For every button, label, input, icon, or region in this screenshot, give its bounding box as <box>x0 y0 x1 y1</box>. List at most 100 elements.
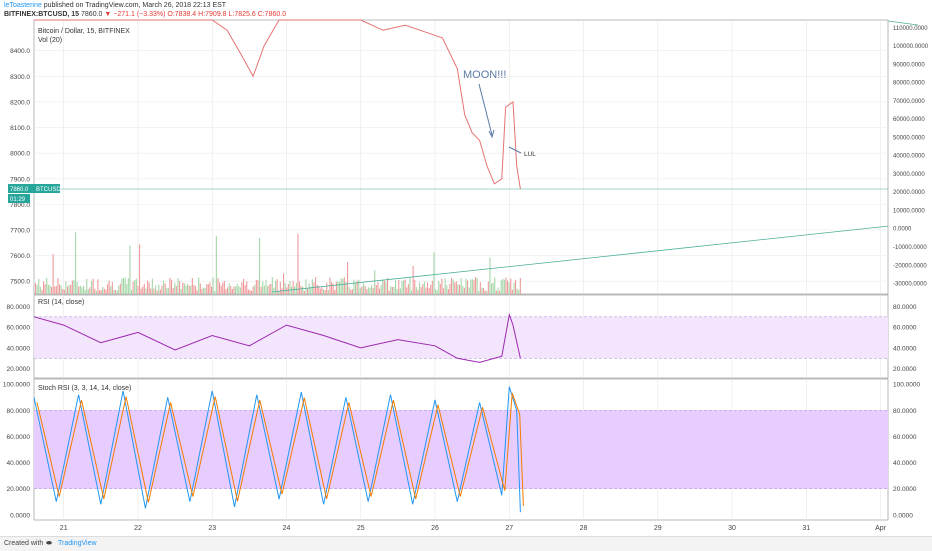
volume-bar <box>299 281 301 294</box>
x-tick-label: Apr <box>875 525 887 532</box>
volume-bar <box>265 279 267 294</box>
y-tick-volume: 0.0000 <box>893 227 912 233</box>
volume-bar <box>169 277 171 294</box>
footer: Created with ⬬ TradingView <box>0 536 932 551</box>
volume-bar <box>191 278 193 294</box>
y-tick-stoch-right: 80.0000 <box>893 408 917 415</box>
volume-bar <box>246 281 248 294</box>
volume-bar <box>462 285 464 294</box>
volume-bar <box>327 289 329 294</box>
volume-bar <box>190 285 192 294</box>
volume-bar <box>39 287 41 294</box>
volume-bar <box>107 284 109 294</box>
volume-bar <box>319 288 321 294</box>
volume-bar <box>420 287 422 294</box>
volume-bar <box>313 282 315 294</box>
volume-bar <box>452 279 454 294</box>
y-tick-stoch: 60.0000 <box>7 434 31 441</box>
volume-bar <box>422 284 424 294</box>
volume-bar <box>331 282 333 294</box>
volume-bar <box>119 283 121 294</box>
volume-bar <box>415 286 417 294</box>
volume-bar <box>46 277 48 294</box>
volume-bar <box>382 279 384 294</box>
volume-bar <box>171 279 173 294</box>
volume-bar <box>476 278 478 294</box>
y-tick-rsi: 60.0000 <box>7 325 31 332</box>
volume-bar <box>379 288 381 294</box>
volume-bar <box>278 290 280 294</box>
volume-bar <box>103 288 105 294</box>
volume-bar <box>303 290 305 294</box>
volume-bar <box>129 245 131 294</box>
volume-bar <box>100 290 102 294</box>
y-tick-price: 8000.0 <box>10 151 30 158</box>
y-tick-price: 8200.0 <box>10 99 30 106</box>
volume-bar <box>307 288 309 294</box>
volume-bar <box>358 279 360 294</box>
volume-bar <box>484 290 486 294</box>
tradingview-brand[interactable]: TradingView <box>58 540 97 547</box>
volume-bar <box>465 278 467 294</box>
volume-bar <box>158 284 160 294</box>
y-tick-volume: -30000.0000 <box>893 282 927 288</box>
volume-bar <box>222 282 224 294</box>
rsi-indicator-label: RSI (14, close) <box>38 299 84 306</box>
volume-bar <box>513 282 515 294</box>
volume-bar <box>428 288 430 294</box>
volume-bar <box>243 278 245 294</box>
volume-bar <box>481 287 483 294</box>
volume-bar <box>305 279 307 294</box>
x-tick-label: 29 <box>654 525 662 532</box>
volume-bar <box>70 284 72 294</box>
volume-bar <box>228 283 230 294</box>
volume-bar <box>515 279 517 294</box>
volume-bar <box>54 286 56 294</box>
volume-bar <box>425 287 427 294</box>
volume-bar <box>443 288 445 294</box>
volume-bar <box>414 279 416 294</box>
volume-bar <box>289 281 291 294</box>
volume-bar <box>196 290 198 294</box>
volume-bar <box>73 280 75 294</box>
volume-bar <box>492 282 494 294</box>
volume-bar <box>292 281 294 294</box>
volume-bar <box>155 285 157 294</box>
volume-bar <box>97 279 99 294</box>
volume-bar <box>433 252 435 294</box>
volume-bar <box>284 283 286 294</box>
volume-bar <box>483 287 485 294</box>
x-tick-label: 25 <box>357 525 365 532</box>
volume-bar <box>441 278 443 294</box>
volume-bar <box>423 281 425 294</box>
countdown-tag-bg <box>8 194 30 204</box>
volume-bar <box>371 285 373 294</box>
volume-bar <box>435 289 437 294</box>
annotation-arrow-moon <box>478 83 493 136</box>
y-tick-volume: 60000.0000 <box>893 117 925 123</box>
y-tick-stoch: 40.0000 <box>7 460 31 467</box>
volume-bar <box>494 277 496 294</box>
volume-bar <box>507 280 509 294</box>
volume-bar <box>111 282 113 294</box>
volume-bar <box>463 287 465 294</box>
volume-bar <box>401 281 403 294</box>
chart-canvas[interactable]: 21 22 23 24 25 26 27 28 29 30 31 Apr 8400.0 8300.0 820… <box>0 0 932 536</box>
volume-bar <box>459 284 461 294</box>
volume-bar <box>57 278 59 294</box>
volume-bar <box>337 281 339 294</box>
volume-bar <box>238 285 240 294</box>
volume-bar <box>43 281 45 294</box>
volume-bar <box>321 287 323 294</box>
volume-bar <box>430 284 432 294</box>
volume-bar <box>353 279 355 294</box>
y-tick-volume: 70000.0000 <box>893 99 925 105</box>
y-tick-volume: 20000.0000 <box>893 190 925 196</box>
volume-bar <box>335 281 337 294</box>
volume-bar <box>252 286 254 294</box>
volume-bar <box>254 284 256 294</box>
volume-bar <box>102 286 104 294</box>
x-tick-label: 23 <box>208 525 216 532</box>
volume-bar <box>409 277 411 294</box>
author-name[interactable]: leToasterine <box>4 2 42 9</box>
